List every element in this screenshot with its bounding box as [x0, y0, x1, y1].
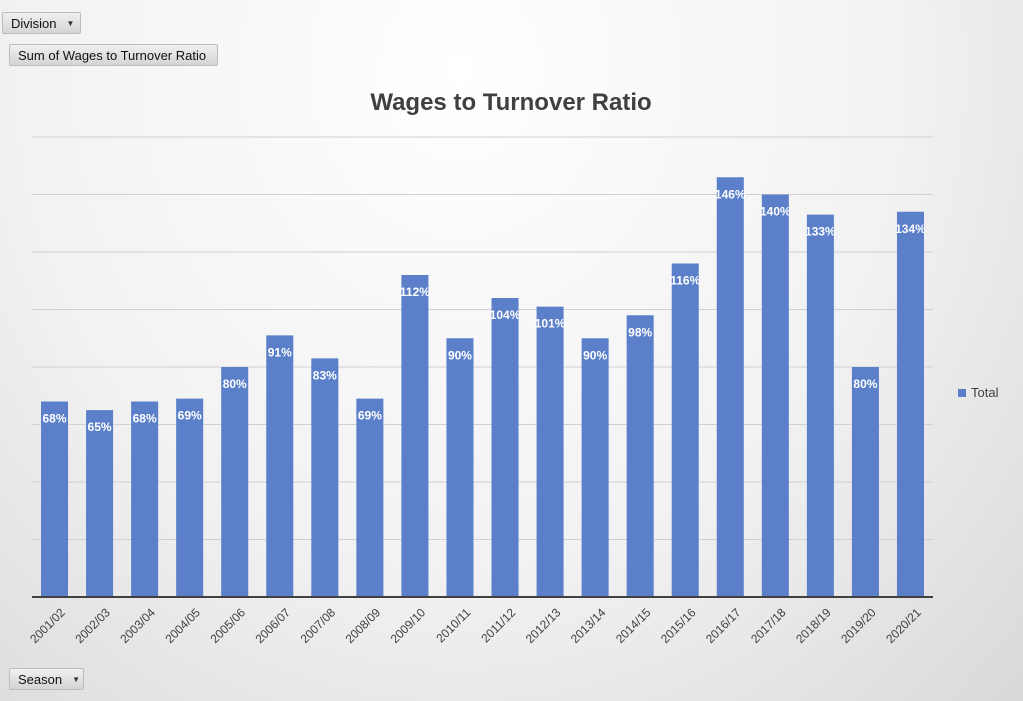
data-label: 90%	[583, 348, 607, 362]
division-filter-button[interactable]: Division ▼	[2, 12, 81, 34]
legend-swatch	[958, 388, 966, 397]
legend-label: Total	[971, 385, 999, 400]
data-label: 112%	[400, 285, 430, 299]
data-label: 68%	[133, 412, 157, 426]
x-tick-label: 2011/12	[478, 605, 518, 645]
bar	[311, 358, 339, 597]
gridlines	[32, 136, 933, 540]
x-tick-label: 2016/17	[703, 605, 744, 646]
x-tick-label: 2002/03	[72, 605, 113, 646]
x-tick-label: 2020/21	[883, 605, 924, 646]
value-field-button[interactable]: Sum of Wages to Turnover Ratio	[9, 44, 218, 66]
division-filter-label: Division	[11, 15, 57, 31]
season-axis-label: Season	[18, 671, 63, 687]
season-axis-field-button[interactable]: Season ▼	[9, 668, 84, 690]
data-label: 69%	[358, 409, 382, 423]
x-tick-label: 2019/20	[838, 605, 879, 646]
legend: Total	[958, 385, 998, 400]
bar	[716, 177, 744, 597]
bar	[176, 398, 204, 597]
x-tick-label: 2010/11	[433, 605, 473, 645]
bar	[581, 338, 609, 597]
data-label: 80%	[223, 377, 247, 391]
chart-title: Wages to Turnover Ratio	[370, 89, 651, 116]
data-label: 69%	[178, 409, 202, 423]
bar	[851, 367, 879, 597]
x-tick-label: 2017/18	[748, 605, 789, 646]
x-tick-label: 2001/02	[27, 605, 68, 646]
bar	[806, 214, 834, 597]
data-label: 65%	[88, 420, 112, 434]
data-label: 83%	[313, 368, 337, 382]
bar	[131, 401, 159, 597]
data-labels: 68% 65% 68% 69% 80% 91% 83% 69% 112% 90% 104% 101% 9…	[43, 187, 927, 434]
data-label: 146%	[715, 187, 746, 201]
x-tick-label: 2003/04	[117, 605, 158, 646]
x-tick-label: 2013/14	[568, 605, 609, 646]
data-label: 133%	[805, 225, 836, 239]
data-label: 104%	[490, 308, 521, 322]
bar	[86, 410, 114, 597]
x-tick-label: 2008/09	[343, 605, 384, 646]
bar	[446, 338, 474, 597]
data-label: 116%	[670, 274, 700, 288]
value-field-label: Sum of Wages to Turnover Ratio	[18, 47, 207, 63]
chevron-down-icon: ▼	[66, 18, 75, 28]
data-label: 101%	[535, 317, 566, 331]
x-tick-label: 2014/15	[613, 605, 654, 646]
x-tick-label: 2015/16	[658, 605, 699, 646]
data-label: 140%	[760, 205, 791, 219]
bar	[356, 398, 384, 597]
data-label: 91%	[268, 345, 292, 359]
bar	[221, 367, 249, 597]
x-tick-label: 2004/05	[162, 605, 203, 646]
x-axis-tick-labels: 2001/02 2002/03 2003/04 2004/05 2005/06 2006/…	[27, 605, 924, 646]
bar	[536, 306, 564, 597]
x-tick-label: 2009/10	[388, 605, 429, 646]
data-label: 68%	[43, 412, 67, 426]
x-tick-label: 2012/13	[523, 605, 564, 646]
bar	[41, 401, 69, 597]
chevron-down-icon: ▼	[72, 674, 81, 684]
bar	[761, 194, 789, 597]
bars	[41, 177, 924, 597]
data-label: 98%	[628, 325, 652, 339]
bar	[401, 275, 429, 597]
bar	[626, 315, 654, 597]
x-tick-label: 2005/06	[207, 605, 248, 646]
bar	[896, 211, 924, 597]
x-tick-label: 2007/08	[298, 605, 339, 646]
bar	[491, 298, 519, 597]
data-label: 80%	[853, 377, 877, 391]
x-tick-label: 2006/07	[253, 605, 294, 646]
data-label: 90%	[448, 348, 472, 362]
bar	[266, 335, 294, 597]
x-tick-label: 2018/19	[793, 605, 834, 646]
data-label: 134%	[895, 222, 926, 236]
bar	[671, 263, 699, 597]
